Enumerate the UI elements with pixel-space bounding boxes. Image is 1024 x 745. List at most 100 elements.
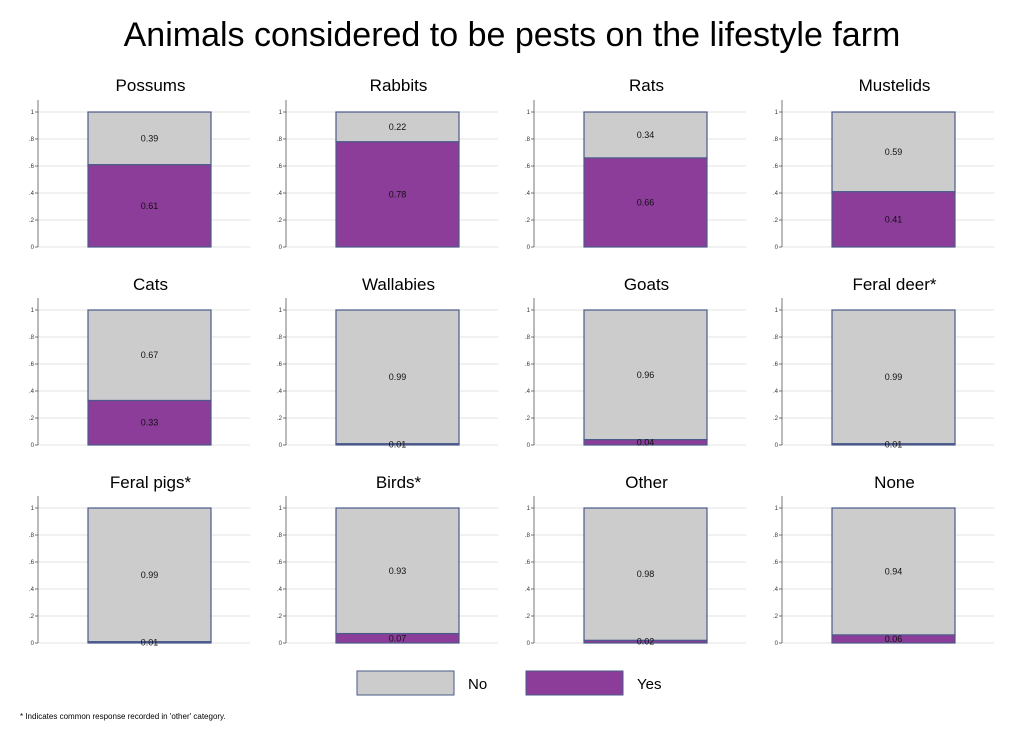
y-tick-label: .2 [525,614,531,620]
panel-title-feral-deer: Feral deer* [852,275,936,294]
data-label-yes-birds: 0.07 [389,633,407,643]
y-tick-label: 1 [279,308,283,314]
y-tick-label: 0 [279,443,283,449]
bar-no-cats [87,309,212,402]
data-label-yes-feral-pigs: 0.01 [141,637,159,647]
bar-no-wallabies [335,309,460,445]
data-label-no-cats: 0.67 [141,350,159,360]
y-tick-label: .6 [773,164,779,170]
y-tick-label: .2 [773,218,779,224]
y-tick-label: 0 [775,641,779,647]
data-label-yes-other: 0.02 [637,637,655,647]
y-tick-label: .4 [773,389,779,395]
y-tick-label: .6 [277,560,283,566]
data-label-yes-mustelids: 0.41 [885,214,903,224]
y-tick-label: .8 [773,533,779,539]
y-tick-label: .6 [773,362,779,368]
y-tick-label: .4 [773,587,779,593]
y-tick-label: 1 [775,506,779,512]
data-label-yes-feral-deer: 0.01 [885,439,903,449]
y-tick-label: .4 [277,587,283,593]
panel-title-feral-pigs: Feral pigs* [110,473,192,492]
y-tick-label: .4 [277,389,283,395]
panel-title-other: Other [625,473,668,492]
y-tick-label: .8 [29,533,35,539]
bar-yes-rats [583,157,708,248]
data-label-no-possums: 0.39 [141,133,159,143]
y-tick-label: 0 [527,641,531,647]
data-label-yes-rabbits: 0.78 [389,189,407,199]
y-tick-label: .4 [525,389,531,395]
data-label-no-feral-pigs: 0.99 [141,570,159,580]
data-label-no-none: 0.94 [885,566,903,576]
data-label-yes-none: 0.06 [885,634,903,644]
y-tick-label: .6 [29,560,35,566]
data-label-yes-wallabies: 0.01 [389,439,407,449]
panel-title-cats: Cats [133,275,168,294]
y-tick-label: 0 [31,245,35,251]
data-label-no-birds: 0.93 [389,566,407,576]
y-tick-label: .2 [277,218,283,224]
y-tick-label: 1 [31,308,35,314]
bar-no-possums [87,111,212,166]
y-tick-label: .8 [773,137,779,143]
y-tick-label: .8 [773,335,779,341]
panel-title-possums: Possums [116,76,186,95]
y-tick-label: .4 [29,191,35,197]
data-label-no-rabbits: 0.22 [389,122,407,132]
y-tick-label: .2 [277,614,283,620]
bar-no-other [583,507,708,641]
y-tick-label: 0 [279,641,283,647]
bar-yes-possums [87,164,212,248]
y-tick-label: .4 [773,191,779,197]
y-tick-label: .8 [277,137,283,143]
y-tick-label: .2 [29,614,35,620]
y-tick-label: 1 [527,308,531,314]
y-tick-label: .4 [29,389,35,395]
bar-no-rats [583,111,708,159]
data-label-no-wallabies: 0.99 [389,372,407,382]
y-tick-label: 0 [527,443,531,449]
y-tick-label: .4 [29,587,35,593]
panel-title-goats: Goats [624,275,669,294]
y-tick-label: .6 [277,362,283,368]
bar-yes-cats [87,399,212,446]
y-tick-label: 1 [775,308,779,314]
bar-no-none [831,507,956,636]
y-tick-label: 0 [527,245,531,251]
y-tick-label: .8 [525,335,531,341]
y-tick-label: 1 [31,506,35,512]
data-label-yes-possums: 0.61 [141,201,159,211]
y-tick-label: .4 [277,191,283,197]
y-tick-label: .2 [29,416,35,422]
y-tick-label: 1 [527,506,531,512]
data-label-no-feral-deer: 0.99 [885,372,903,382]
y-tick-label: .4 [525,191,531,197]
y-tick-label: .2 [29,218,35,224]
panel-title-none: None [874,473,915,492]
data-label-no-mustelids: 0.59 [885,147,903,157]
data-label-no-rats: 0.34 [637,130,655,140]
y-tick-label: .2 [525,218,531,224]
data-label-yes-goats: 0.04 [637,437,655,447]
legend-swatch-yes [525,670,624,696]
bar-no-mustelids [831,111,956,193]
bar-yes-mustelids [831,191,956,248]
y-tick-label: .8 [525,137,531,143]
y-tick-label: .8 [277,335,283,341]
panel-title-birds: Birds* [376,473,422,492]
y-tick-label: 0 [31,443,35,449]
data-label-yes-cats: 0.33 [141,418,159,428]
y-tick-label: .2 [773,416,779,422]
y-tick-label: .2 [525,416,531,422]
chart-title: Animals considered to be pests on the li… [123,16,901,54]
y-tick-label: .6 [525,362,531,368]
y-tick-label: 1 [279,506,283,512]
y-tick-label: .6 [29,164,35,170]
y-tick-label: 1 [527,110,531,116]
y-tick-label: .6 [773,560,779,566]
y-tick-label: .2 [773,614,779,620]
y-tick-label: .6 [525,560,531,566]
legend-label-no: No [468,676,487,693]
